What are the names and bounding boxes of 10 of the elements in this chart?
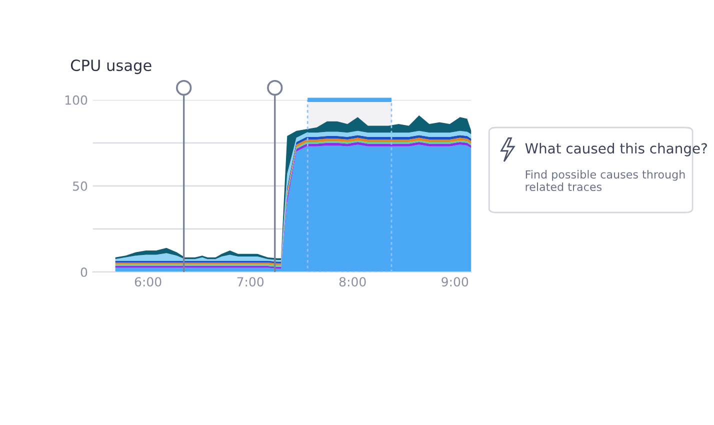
x-tick-label: 7:00 [237, 277, 264, 287]
y-tick-label: 0 [80, 267, 88, 277]
x-tick-label: 6:00 [134, 277, 162, 287]
text: What caused this change? [525, 142, 707, 156]
y-tick-label: 50 [73, 181, 88, 191]
x-tick-label: 9:00 [442, 277, 468, 287]
chart-title: CPU usage [70, 60, 152, 74]
text: Find possible causes through related traces [526, 170, 685, 192]
y-tick-label: 100 [65, 95, 88, 105]
x-tick-label: 8:00 [339, 277, 366, 287]
